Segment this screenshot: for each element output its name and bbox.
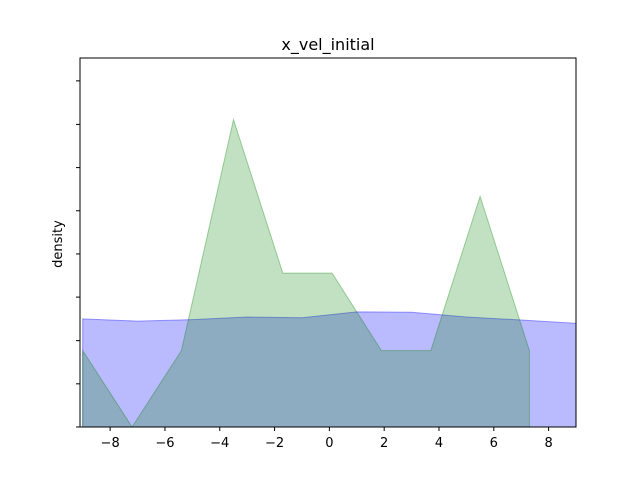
x-tick-label: −2	[265, 436, 284, 451]
chart-title: x_vel_initial	[281, 35, 374, 55]
x-tick-label: 6	[490, 436, 498, 451]
x-tick-label: 0	[325, 436, 333, 451]
y-axis	[76, 80, 80, 428]
x-tick-label: 2	[380, 436, 388, 451]
x-axis: −8 −6 −4 −2 0 2 4 6 8	[101, 427, 553, 451]
x-tick-label: −8	[101, 436, 120, 451]
y-axis-label: density	[51, 220, 66, 268]
x-tick-label: 4	[435, 436, 443, 451]
plot-frame	[79, 57, 577, 428]
plot-area	[82, 117, 577, 428]
x-tick-label: −6	[155, 436, 174, 451]
x-tick-label: −4	[210, 436, 229, 451]
x-tick-label: 8	[544, 436, 552, 451]
